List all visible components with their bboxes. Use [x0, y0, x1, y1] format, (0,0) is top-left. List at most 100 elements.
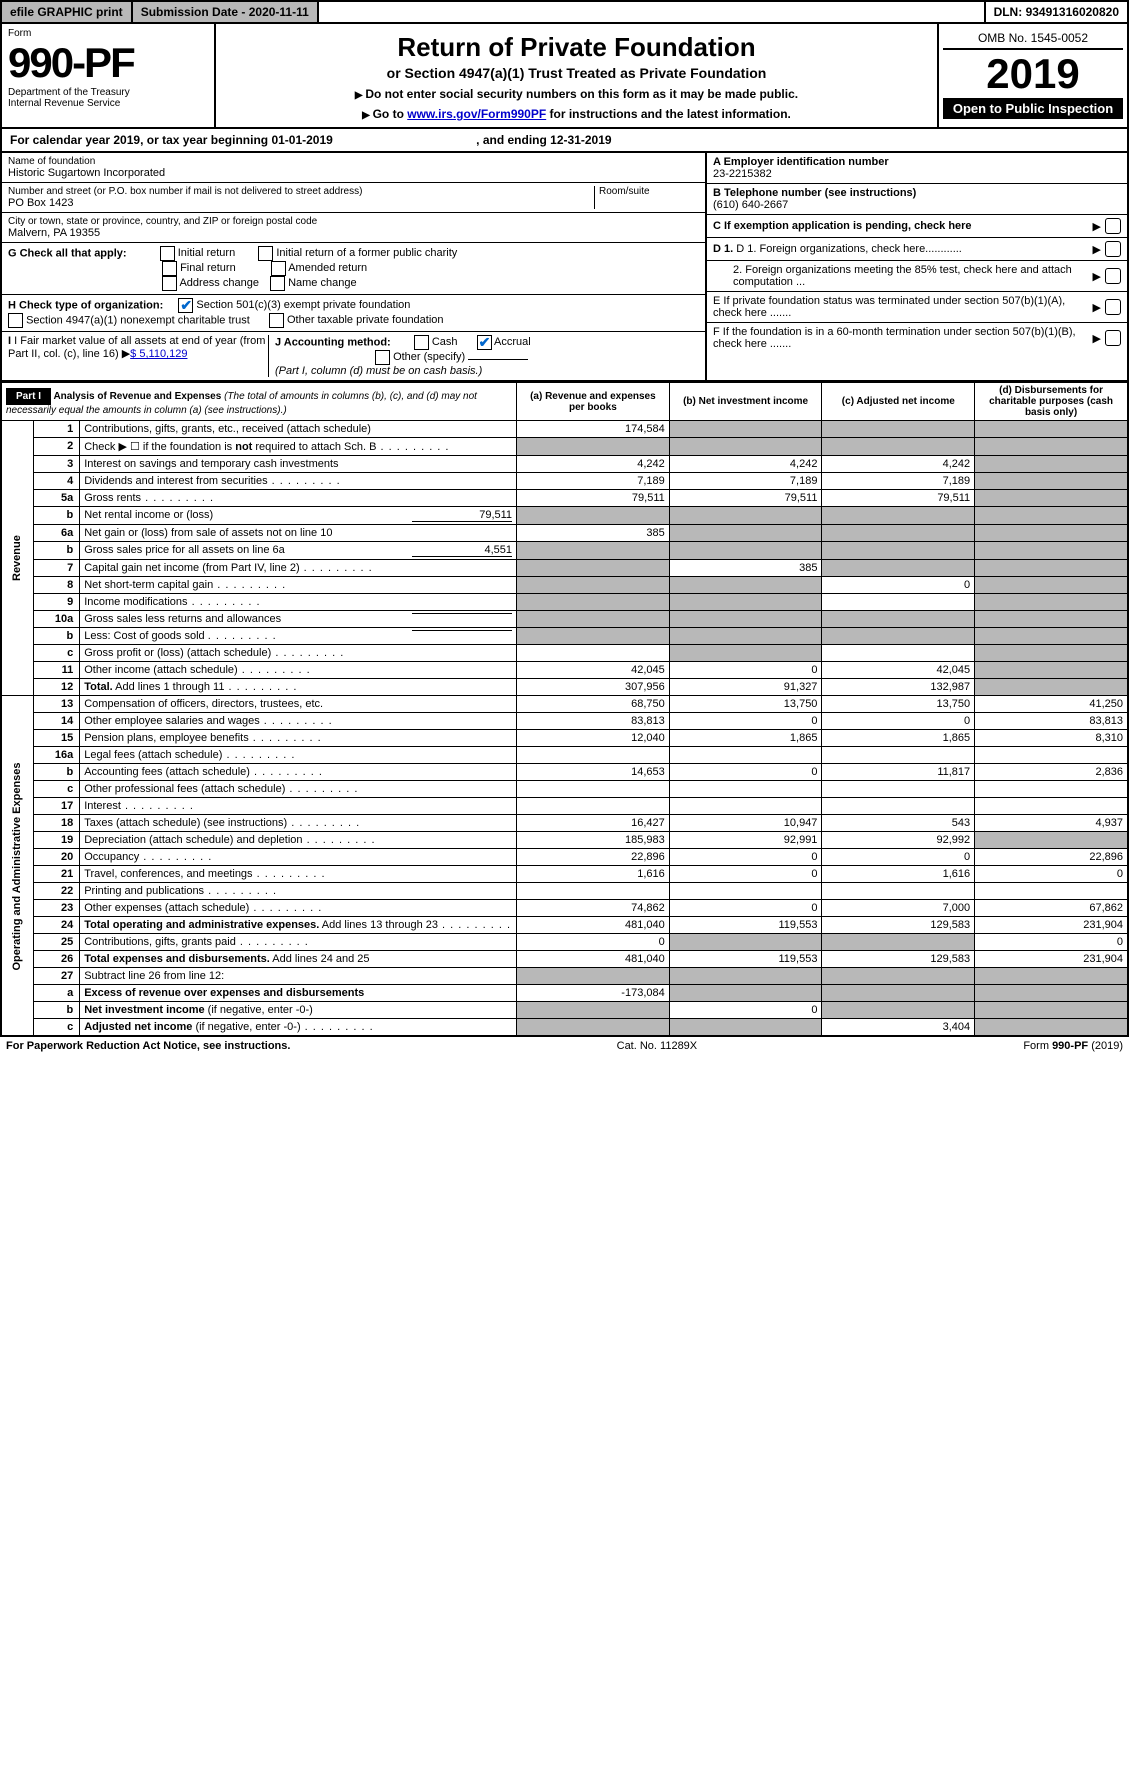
- checkbox-d2[interactable]: [1105, 268, 1121, 284]
- checkbox-f[interactable]: [1105, 330, 1121, 346]
- page-footer: For Paperwork Reduction Act Notice, see …: [0, 1037, 1129, 1055]
- amount-cell: [975, 490, 1128, 507]
- row-desc: Gross rents: [80, 490, 517, 507]
- amount-cell: [517, 1019, 670, 1037]
- addr-label: Number and street (or P.O. box number if…: [8, 186, 594, 197]
- amount-cell: [669, 968, 822, 985]
- form-header: Form 990-PF Department of the Treasury I…: [0, 24, 1129, 129]
- table-row: 2Check ▶ ☐ if the foundation is not requ…: [1, 438, 1128, 456]
- part-i-table: Part I Analysis of Revenue and Expenses …: [0, 382, 1129, 1037]
- amount-cell: 4,242: [669, 456, 822, 473]
- table-row: cOther professional fees (attach schedul…: [1, 781, 1128, 798]
- checkbox-c[interactable]: [1105, 218, 1121, 234]
- amount-cell: [669, 594, 822, 611]
- amount-cell: 231,904: [975, 917, 1128, 934]
- amount-cell: 1,865: [669, 730, 822, 747]
- amount-cell: [975, 421, 1128, 438]
- table-row: bGross sales price for all assets on lin…: [1, 542, 1128, 560]
- amount-cell: 0: [669, 662, 822, 679]
- amount-cell: [822, 883, 975, 900]
- line-e: E If private foundation status was termi…: [713, 295, 1093, 319]
- row-number: 3: [34, 456, 80, 473]
- amount-cell: 7,189: [517, 473, 670, 490]
- amount-cell: 0: [822, 849, 975, 866]
- table-row: 20Occupancy22,8960022,896: [1, 849, 1128, 866]
- row-number: 5a: [34, 490, 80, 507]
- amount-cell: [975, 594, 1128, 611]
- amount-cell: 481,040: [517, 917, 670, 934]
- amount-cell: [975, 525, 1128, 542]
- amount-cell: [517, 560, 670, 577]
- amount-cell: 83,813: [517, 713, 670, 730]
- table-row: 8Net short-term capital gain0: [1, 577, 1128, 594]
- amount-cell: 79,511: [517, 490, 670, 507]
- amount-cell: [669, 781, 822, 798]
- amount-cell: 2,836: [975, 764, 1128, 781]
- row-desc: Capital gain net income (from Part IV, l…: [80, 560, 517, 577]
- tax-year: 2019: [943, 50, 1123, 98]
- amount-cell: 0: [975, 866, 1128, 883]
- fmv-value[interactable]: $ 5,110,129: [130, 348, 187, 360]
- amount-cell: 92,991: [669, 832, 822, 849]
- amount-cell: [669, 577, 822, 594]
- amount-cell: 92,992: [822, 832, 975, 849]
- form-number: 990-PF: [8, 39, 208, 87]
- table-row: 4Dividends and interest from securities7…: [1, 473, 1128, 490]
- checkbox-cash[interactable]: [414, 335, 429, 350]
- row-number: c: [34, 1019, 80, 1037]
- checkbox-d1[interactable]: [1105, 241, 1121, 257]
- row-desc: Other expenses (attach schedule): [80, 900, 517, 917]
- checkbox-accrual[interactable]: [477, 335, 492, 350]
- amount-cell: [669, 421, 822, 438]
- amount-cell: [517, 438, 670, 456]
- calendar-year-row: For calendar year 2019, or tax year begi…: [0, 129, 1129, 153]
- amount-cell: [975, 832, 1128, 849]
- checkbox-name[interactable]: [270, 276, 285, 291]
- irs-link[interactable]: www.irs.gov/Form990PF: [407, 107, 546, 121]
- amount-cell: [669, 438, 822, 456]
- row-number: b: [34, 1002, 80, 1019]
- col-b-header: (b) Net investment income: [669, 383, 822, 421]
- checkbox-501c3[interactable]: [178, 298, 193, 313]
- amount-cell: 4,937: [975, 815, 1128, 832]
- row-desc: Subtract line 26 from line 12:: [80, 968, 517, 985]
- efile-label[interactable]: efile GRAPHIC print: [2, 2, 133, 22]
- checkbox-initial[interactable]: [160, 246, 175, 261]
- amount-cell: [822, 560, 975, 577]
- amount-cell: [975, 611, 1128, 628]
- amount-cell: 119,553: [669, 951, 822, 968]
- checkbox-e[interactable]: [1105, 299, 1121, 315]
- row-desc: Pension plans, employee benefits: [80, 730, 517, 747]
- amount-cell: 1,616: [517, 866, 670, 883]
- row-number: 15: [34, 730, 80, 747]
- amount-cell: [517, 594, 670, 611]
- table-row: cAdjusted net income (if negative, enter…: [1, 1019, 1128, 1037]
- checkbox-address[interactable]: [162, 276, 177, 291]
- table-row: bAccounting fees (attach schedule)14,653…: [1, 764, 1128, 781]
- open-inspection: Open to Public Inspection: [943, 98, 1123, 119]
- row-number: 24: [34, 917, 80, 934]
- checkbox-initial-former[interactable]: [258, 246, 273, 261]
- table-row: 3Interest on savings and temporary cash …: [1, 456, 1128, 473]
- amount-cell: [517, 542, 670, 560]
- checkbox-other-taxable[interactable]: [269, 313, 284, 328]
- amount-cell: 7,189: [822, 473, 975, 490]
- amount-cell: 0: [669, 900, 822, 917]
- amount-cell: 0: [975, 934, 1128, 951]
- table-row: 25Contributions, gifts, grants paid00: [1, 934, 1128, 951]
- table-row: 26Total expenses and disbursements. Add …: [1, 951, 1128, 968]
- checkbox-other-method[interactable]: [375, 350, 390, 365]
- checkbox-final[interactable]: [162, 261, 177, 276]
- amount-cell: 0: [669, 1002, 822, 1019]
- amount-cell: [669, 628, 822, 645]
- checkbox-amended[interactable]: [271, 261, 286, 276]
- checkbox-4947[interactable]: [8, 313, 23, 328]
- amount-cell: [822, 438, 975, 456]
- amount-cell: [822, 781, 975, 798]
- phone-label: B Telephone number (see instructions): [713, 187, 916, 199]
- row-desc: Taxes (attach schedule) (see instruction…: [80, 815, 517, 832]
- table-row: 22Printing and publications: [1, 883, 1128, 900]
- amount-cell: 0: [669, 764, 822, 781]
- row-desc: Interest: [80, 798, 517, 815]
- amount-cell: 8,310: [975, 730, 1128, 747]
